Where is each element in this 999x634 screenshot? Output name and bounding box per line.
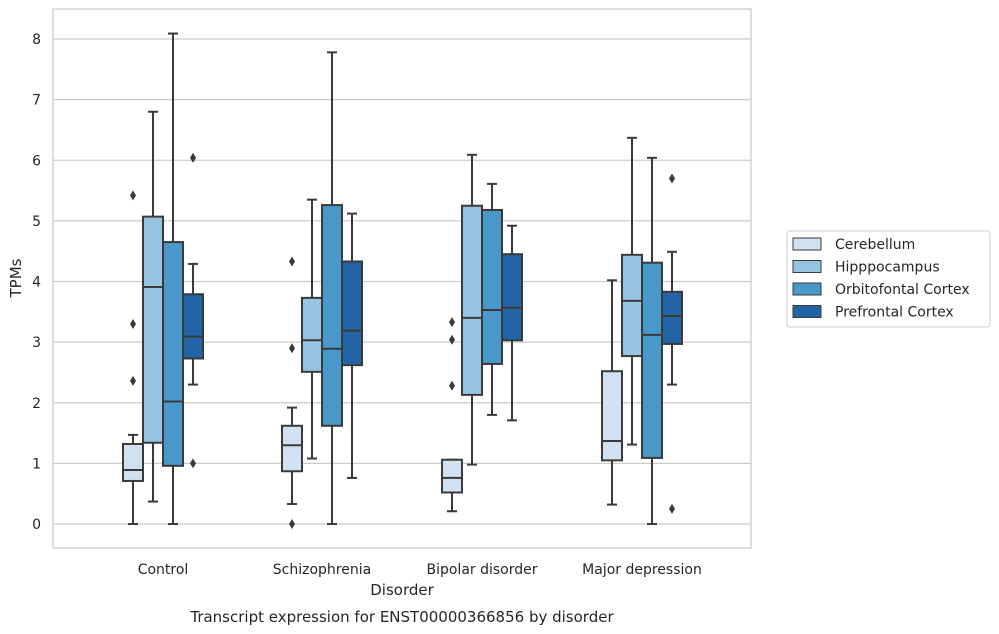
box-prefrontal-cortex-1: [341, 212, 363, 479]
legend-swatch-prefrontal-cortex: [792, 305, 822, 318]
x-tick-label-major-depression: Major depression: [582, 562, 702, 578]
outlier-point: [669, 173, 675, 184]
iqr-box: [341, 260, 363, 367]
y-axis-ticks: 0 1 2 3 4 5 6 7 8: [32, 32, 41, 533]
box-cerebellum-0: [122, 190, 144, 525]
box-hipppocampus-3: [621, 136, 643, 446]
outlier-point: [289, 256, 295, 267]
legend-frame: [786, 230, 991, 328]
iqr-box: [501, 253, 523, 342]
outlier-point: [289, 519, 295, 529]
legend: Cerebellum Hipppocampus Orbitofontal Corte…: [786, 230, 991, 328]
outlier-point: [190, 152, 196, 163]
outlier-point: [289, 343, 295, 354]
figure-caption: Transcript expression for ENST0000036685…: [189, 608, 614, 626]
y-tick-label-8: 8: [32, 32, 41, 48]
iqr-box: [601, 370, 623, 462]
y-tick-label-0: 0: [32, 517, 41, 533]
outlier-point: [130, 318, 136, 329]
outlier-point: [130, 190, 136, 201]
iqr-box: [641, 261, 663, 459]
x-tick-label-control: Control: [138, 562, 189, 578]
legend-swatch-hipppocampus: [792, 260, 822, 273]
box-prefrontal-cortex-3: [661, 173, 683, 514]
box-prefrontal-cortex-0: [182, 152, 204, 469]
legend-swatch-orbitofontal-cortex: [792, 282, 822, 296]
box-hipppocampus-2: [461, 153, 483, 466]
box-cerebellum-2: [441, 317, 463, 513]
iqr-box: [441, 458, 463, 494]
y-tick-label-5: 5: [32, 214, 41, 230]
outlier-point: [130, 375, 136, 386]
x-tick-label-schizophrenia: Schizophrenia: [273, 562, 371, 578]
box-prefrontal-cortex-2: [501, 224, 523, 422]
box-orbitofontal-cortex-0: [162, 32, 184, 525]
outlier-point: [449, 380, 455, 391]
y-tick-label-6: 6: [32, 153, 41, 169]
iqr-box: [301, 296, 323, 373]
legend-label-cerebellum: Cerebellum: [835, 237, 915, 253]
box-cerebellum-1: [281, 256, 303, 529]
box-orbitofontal-cortex-3: [641, 156, 663, 525]
box-orbitofontal-cortex-2: [481, 182, 503, 416]
outlier-point: [449, 334, 455, 345]
iqr-box: [321, 204, 343, 427]
iqr-box: [122, 442, 144, 482]
iqr-box: [281, 424, 303, 473]
legend-swatch-cerebellum: [792, 237, 822, 251]
outlier-point: [449, 317, 455, 328]
box-cerebellum-3: [601, 279, 623, 506]
legend-label-prefrontal-cortex: Prefrontal Cortex: [835, 305, 954, 321]
iqr-box: [481, 208, 503, 365]
plot-area-frame: [52, 8, 752, 549]
outlier-point: [190, 458, 196, 469]
iqr-box: [461, 204, 483, 396]
iqr-box: [661, 290, 683, 345]
iqr-box: [621, 253, 643, 358]
box-hipppocampus-0: [142, 110, 164, 503]
boxes: [122, 32, 683, 529]
y-tick-label-4: 4: [32, 275, 41, 291]
y-tick-label-3: 3: [32, 335, 41, 351]
y-axis-title: TPMs: [7, 258, 25, 298]
box-orbitofontal-cortex-1: [321, 51, 343, 525]
iqr-box: [142, 215, 164, 444]
y-tick-label-2: 2: [32, 396, 41, 412]
x-axis-ticks: Control Schizophrenia Bipolar disorder Majo…: [138, 562, 702, 578]
y-tick-label-7: 7: [32, 93, 41, 109]
y-tick-label-1: 1: [32, 456, 41, 472]
x-tick-label-bipolar-disorder: Bipolar disorder: [426, 562, 537, 578]
iqr-box: [182, 293, 204, 360]
x-axis-title: Disorder: [370, 581, 434, 599]
legend-label-hipppocampus: Hipppocampus: [835, 260, 940, 276]
outlier-point: [669, 503, 675, 514]
legend-label-orbitofontal-cortex: Orbitofontal Cortex: [835, 282, 970, 298]
box-hipppocampus-1: [301, 198, 323, 460]
iqr-box: [162, 241, 184, 467]
